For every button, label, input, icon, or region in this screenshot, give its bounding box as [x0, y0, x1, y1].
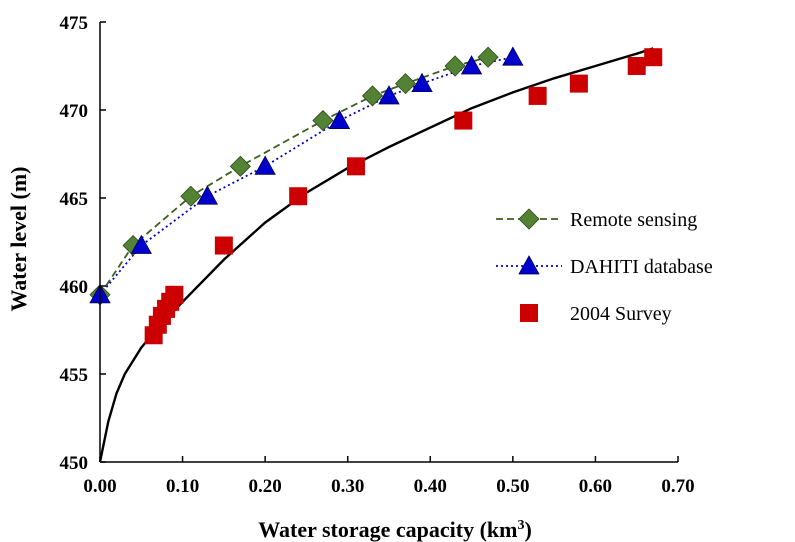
legend-1-label: DAHITI database [570, 256, 713, 278]
y-axis-title: Water level (m) [6, 167, 31, 312]
series-2-point [644, 48, 663, 67]
legend-1-marker [518, 255, 540, 275]
series-2-point [627, 57, 646, 75]
legend-0-label: Remote sensing [570, 209, 697, 231]
series-1-point [196, 185, 219, 205]
series-1-line [99, 56, 514, 296]
x-tick-label: 0.30 [331, 476, 364, 497]
legend: Remote sensing DAHITI database 2004 Survey [496, 208, 713, 325]
series-2-point [165, 285, 184, 304]
x-tick-label: 0.60 [579, 476, 612, 497]
axes: 0.00 0.10 0.20 0.30 0.40 0.50 0.60 0.70 450 455 46… [60, 13, 695, 497]
y-tick-label: 470 [60, 101, 89, 122]
series-0-point [229, 155, 251, 177]
x-tick-label: 0.20 [249, 476, 282, 497]
y-tick-label: 450 [60, 453, 89, 474]
x-tick-label: 0.50 [496, 476, 529, 497]
series-2-point [454, 111, 473, 130]
x-tick-label: 0.10 [166, 476, 199, 497]
x-tick-label: 0.00 [83, 476, 116, 497]
y-tick-label: 465 [60, 189, 89, 210]
x-axis-title: Water storage capacity (km3) [258, 517, 532, 542]
x-tick-label: 0.40 [414, 476, 447, 497]
series-1-point [411, 72, 433, 92]
series-1-point [328, 109, 351, 129]
plot-area [89, 46, 663, 463]
series-1-point [130, 234, 152, 254]
y-tick-label: 460 [60, 277, 89, 298]
x-tick-label: 0.70 [661, 476, 694, 497]
series-0-point [444, 55, 466, 77]
series-1-point [378, 85, 400, 105]
series-1-point [502, 46, 524, 66]
series-2-point [569, 74, 588, 93]
series-0-point [312, 109, 334, 132]
legend-2-marker [520, 304, 538, 322]
series-1-point [254, 155, 276, 175]
series-2-point [346, 157, 365, 176]
series-1-point [460, 55, 483, 75]
series-0-point [477, 46, 499, 68]
series-0-point [394, 73, 417, 95]
series-0-point [180, 185, 202, 207]
series-0-point [361, 85, 384, 107]
series-2-point [289, 187, 308, 206]
legend-0-marker [518, 208, 540, 230]
y-tick-label: 475 [60, 13, 89, 34]
series-2-point [528, 86, 547, 105]
y-tick-label: 455 [60, 365, 89, 386]
x-axis-title-superscript: 3 [517, 518, 524, 533]
legend-2-label: 2004 Survey [570, 303, 672, 325]
series-0-line [99, 56, 489, 296]
series-2-point [214, 236, 233, 255]
